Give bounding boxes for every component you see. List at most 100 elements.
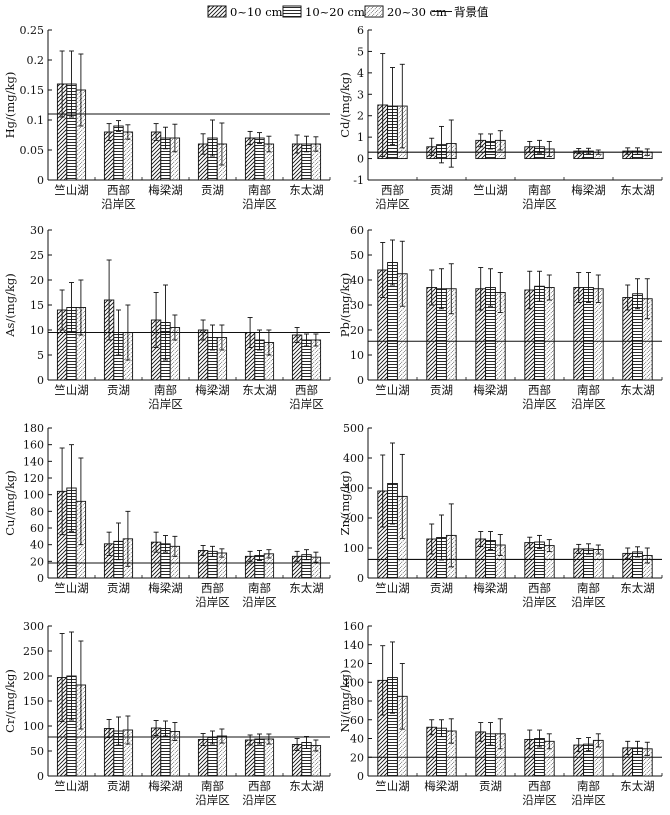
category-label: 西部 (381, 183, 404, 197)
category-label: 东太湖 (620, 183, 655, 197)
legend-background-label: 背景值 (454, 5, 489, 19)
category-label: 南部 (248, 581, 271, 595)
category-label: 梅梁湖 (571, 183, 606, 197)
category-label: 沿岸区 (242, 595, 277, 609)
category-label: 竺山湖 (54, 383, 89, 397)
category-label: 南部 (577, 581, 600, 595)
y-tick-label: 0.25 (20, 24, 45, 37)
category-label: 竺山湖 (54, 779, 89, 793)
category-label: 西部 (107, 183, 130, 197)
y-axis-label: Ni/(mg/kg) (338, 669, 352, 732)
category-label: 东太湖 (289, 581, 324, 595)
y-tick-label: 30 (350, 299, 364, 312)
category-label: 沿岸区 (571, 397, 606, 411)
category-label: 贡湖 (107, 581, 130, 595)
category-label: 贡湖 (430, 183, 453, 197)
category-label: 竺山湖 (473, 183, 508, 197)
category-label: 梅梁湖 (148, 779, 183, 793)
category-label: 竺山湖 (375, 581, 410, 595)
category-label: 竺山湖 (54, 183, 89, 197)
y-axis-label: Hg/(mg/kg) (3, 72, 17, 139)
y-tick-label: -1 (353, 174, 364, 187)
y-tick-label: 120 (23, 472, 44, 485)
y-tick-label: 40 (350, 733, 364, 746)
category-label: 贡湖 (430, 581, 453, 595)
category-label: 南部 (201, 779, 224, 793)
category-label: 西部 (528, 383, 551, 397)
y-tick-label: 5 (357, 45, 364, 58)
category-label: 梅梁湖 (424, 779, 459, 793)
category-label: 沿岸区 (242, 197, 277, 211)
category-label: 沿岸区 (571, 793, 606, 807)
category-label: 南部 (577, 779, 600, 793)
y-tick-label: 20 (30, 555, 44, 568)
category-label: 沿岸区 (242, 793, 277, 807)
y-tick-label: 3 (357, 88, 364, 101)
y-tick-label: 0 (37, 374, 44, 387)
y-tick-label: 200 (343, 512, 364, 525)
category-label: 东太湖 (620, 779, 655, 793)
legend-label: 20~30 cm (387, 5, 447, 19)
category-label: 沿岸区 (522, 793, 557, 807)
y-tick-label: 6 (357, 24, 364, 37)
category-label: 梅梁湖 (195, 383, 230, 397)
y-tick-label: 0.05 (20, 144, 45, 157)
bar (113, 125, 124, 181)
legend-label: 0~10 cm (230, 5, 283, 19)
category-label: 竺山湖 (54, 581, 89, 595)
legend-swatch-fill (364, 5, 384, 18)
y-tick-label: 0 (37, 572, 44, 585)
bar (254, 137, 265, 181)
y-tick-label: 140 (343, 639, 364, 652)
y-tick-label: 5 (37, 349, 44, 362)
y-tick-label: 100 (343, 676, 364, 689)
category-label: 东太湖 (289, 779, 324, 793)
category-label: 西部 (248, 779, 271, 793)
y-tick-label: 20 (350, 751, 364, 764)
y-tick-label: 0.1 (27, 114, 45, 127)
category-label: 西部 (528, 779, 551, 793)
y-tick-label: 50 (30, 745, 44, 758)
y-tick-label: 0 (357, 153, 364, 166)
category-label: 沿岸区 (289, 397, 324, 411)
bar (254, 738, 265, 777)
y-tick-label: 60 (350, 714, 364, 727)
y-tick-label: 0 (357, 374, 364, 387)
y-tick-label: 4 (357, 67, 364, 80)
y-tick-label: 2 (357, 110, 364, 123)
y-tick-label: 200 (23, 670, 44, 683)
panel-7: 0 20 40 60 80 100 120 140 160 Ni/(mg/kg) 竺山湖 梅梁湖 贡湖 西… (338, 620, 663, 807)
y-tick-label: 25 (30, 249, 44, 262)
y-axis-label: As/(mg/kg) (3, 273, 17, 338)
category-label: 贡湖 (107, 779, 130, 793)
y-tick-label: 500 (343, 422, 364, 435)
category-label: 沿岸区 (522, 197, 557, 211)
category-label: 东太湖 (620, 581, 655, 595)
y-tick-label: 15 (30, 299, 44, 312)
category-label: 南部 (577, 383, 600, 397)
y-tick-label: 120 (343, 658, 364, 671)
category-label: 南部 (528, 183, 551, 197)
legend-swatch-fill (282, 5, 302, 18)
y-tick-label: 10 (30, 324, 44, 337)
category-label: 沿岸区 (522, 595, 557, 609)
y-tick-label: 40 (30, 539, 44, 552)
category-label: 贡湖 (430, 383, 453, 397)
category-label: 沿岸区 (571, 595, 606, 609)
category-label: 南部 (154, 383, 177, 397)
y-tick-label: 100 (23, 489, 44, 502)
category-label: 东太湖 (289, 183, 324, 197)
y-axis-label: Zn/(mg/kg) (338, 471, 352, 536)
y-tick-label: 0 (37, 174, 44, 187)
y-tick-label: 40 (350, 274, 364, 287)
bar (543, 287, 555, 381)
legend-swatch-fill (207, 5, 227, 18)
category-label: 贡湖 (201, 183, 224, 197)
y-axis-label: Pb/(mg/kg) (338, 273, 352, 337)
y-tick-label: 60 (30, 522, 44, 535)
y-axis-label: Cd/(mg/kg) (338, 72, 352, 137)
y-axis-label: Cr/(mg/kg) (3, 669, 17, 733)
